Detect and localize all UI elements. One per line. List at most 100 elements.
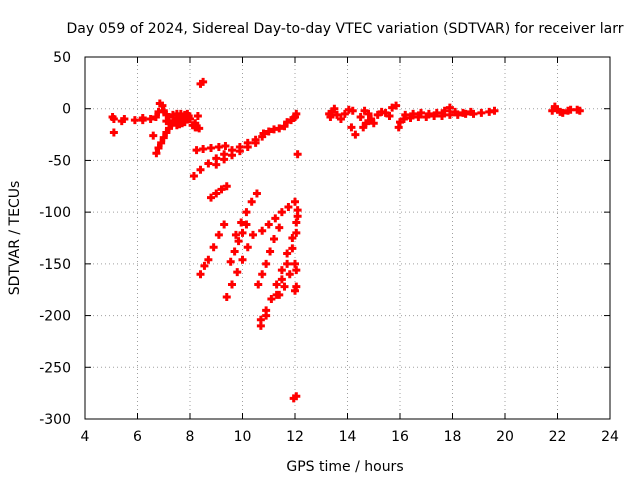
data-point xyxy=(146,115,155,124)
data-point xyxy=(252,189,261,198)
data-point xyxy=(221,141,230,150)
data-point xyxy=(336,115,345,124)
y-tick-label: -250 xyxy=(39,360,71,376)
data-point xyxy=(364,117,373,126)
data-point xyxy=(288,234,297,242)
data-point xyxy=(228,151,236,160)
x-tick-label: 8 xyxy=(186,429,195,445)
x-tick-label: 18 xyxy=(444,429,462,445)
data-point xyxy=(204,255,213,264)
data-point xyxy=(207,193,215,202)
data-point xyxy=(292,109,301,118)
x-tick-label: 22 xyxy=(549,429,567,445)
data-point xyxy=(266,247,275,256)
data-point xyxy=(292,266,301,275)
data-point xyxy=(199,77,208,86)
data-point xyxy=(409,109,418,118)
data-point xyxy=(183,112,192,121)
data-point xyxy=(289,394,298,403)
chart-title: Day 059 of 2024, Sidereal Day-to-day VTE… xyxy=(67,21,624,37)
data-point xyxy=(130,116,139,125)
data-point xyxy=(120,115,129,124)
data-point xyxy=(200,261,209,270)
data-point xyxy=(180,118,189,127)
data-point xyxy=(193,111,202,120)
data-point xyxy=(293,212,302,221)
data-point xyxy=(109,128,118,137)
data-point xyxy=(235,147,244,156)
data-point xyxy=(247,197,256,206)
data-point xyxy=(288,244,297,253)
data-point xyxy=(222,292,231,301)
x-tick-label: 24 xyxy=(601,429,619,445)
plot-frame xyxy=(84,56,611,420)
y-tick-label: 50 xyxy=(53,50,71,66)
data-point xyxy=(220,220,229,229)
data-point xyxy=(424,109,433,118)
data-point xyxy=(226,257,235,266)
data-point xyxy=(207,144,215,153)
data-point xyxy=(242,220,251,229)
data-point xyxy=(138,116,147,125)
data-point xyxy=(351,130,360,139)
data-point xyxy=(214,230,223,239)
data-point xyxy=(249,230,257,239)
data-point xyxy=(228,280,236,289)
data-point xyxy=(292,228,301,237)
data-point xyxy=(242,208,251,217)
data-point xyxy=(291,286,299,295)
y-tick-label: -100 xyxy=(39,205,71,221)
data-point xyxy=(277,275,286,284)
data-point xyxy=(347,123,356,132)
x-tick-label: 14 xyxy=(339,429,357,445)
data-point xyxy=(220,155,229,164)
data-point xyxy=(558,108,567,117)
data-point xyxy=(217,185,226,194)
data-point xyxy=(237,218,246,227)
x-axis-label: GPS time / hours xyxy=(286,459,403,475)
data-point xyxy=(364,109,373,118)
data-point xyxy=(233,268,242,277)
data-point xyxy=(277,266,286,275)
data-point xyxy=(283,259,292,268)
data-point xyxy=(238,228,247,237)
data-point xyxy=(285,270,294,279)
data-point xyxy=(149,131,158,140)
data-point xyxy=(293,150,302,159)
data-point xyxy=(204,159,213,168)
data-point xyxy=(277,208,286,217)
data-point xyxy=(283,249,292,258)
data-point xyxy=(259,129,268,138)
data-point xyxy=(438,111,446,120)
data-point xyxy=(272,280,281,289)
data-point xyxy=(191,119,200,128)
data-point xyxy=(209,243,218,252)
data-point xyxy=(196,270,205,279)
data-point xyxy=(154,144,163,153)
data-point xyxy=(262,259,271,268)
data-point xyxy=(234,237,243,246)
data-point xyxy=(159,133,168,142)
data-point xyxy=(417,108,425,117)
data-point xyxy=(151,112,160,121)
data-point xyxy=(369,119,378,128)
x-tick-label: 10 xyxy=(234,429,252,445)
data-point xyxy=(275,290,284,299)
data-point xyxy=(401,110,410,119)
y-tick-label: -300 xyxy=(39,412,71,428)
axis-ticks: 4 6 8 10 12 14 16 18 20 22 24 50 0 -50 -100 -150 -200 -25… xyxy=(39,50,619,445)
data-point xyxy=(392,101,401,110)
y-axis-label: SDTVAR / TECUs xyxy=(7,181,23,296)
data-point xyxy=(264,127,273,136)
data-point xyxy=(262,311,271,320)
data-point xyxy=(243,142,252,151)
data-point xyxy=(243,243,252,252)
data-point xyxy=(271,214,280,223)
y-tick-label: -150 xyxy=(39,257,71,273)
data-point xyxy=(212,189,221,198)
data-point xyxy=(280,282,289,291)
x-tick-label: 20 xyxy=(496,429,514,445)
data-point xyxy=(445,110,454,119)
y-tick-label: -50 xyxy=(48,153,71,169)
data-point xyxy=(270,235,278,244)
